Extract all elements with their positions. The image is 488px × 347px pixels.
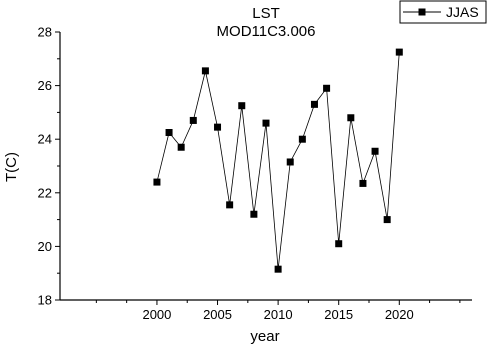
chart-title: LST [252,5,280,22]
data-point [214,123,222,131]
x-tick-label: 2000 [142,307,171,322]
legend-box [399,0,487,24]
y-tick-label: 18 [38,293,52,308]
data-point [226,201,234,209]
data-point [238,102,246,110]
axes [59,32,472,301]
data-point [347,114,355,122]
data-point [383,216,391,224]
y-axis-title: T(C) [3,152,20,182]
y-tick-label: 26 [38,78,52,93]
y-tick-label: 20 [38,239,52,254]
legend-label: JJAS [446,4,479,20]
x-tick-label: 2020 [385,307,414,322]
data-point [395,48,403,56]
x-tick-label: 2015 [324,307,353,322]
chart-subtitle: MOD11C3.006 [217,23,316,40]
data-point [153,178,161,186]
data-point [177,143,185,151]
data-point [310,100,318,108]
x-tick-label: 2005 [203,307,232,322]
legend: JJAS [399,0,487,24]
data-point [262,119,270,127]
data-point [335,240,343,248]
data-point [371,147,379,155]
data-point [298,135,306,143]
data-point [359,179,367,187]
legend-marker [418,8,426,16]
data-point [274,265,282,273]
x-axis-ticks: 2000 2005 2010 2015 2020 [95,300,461,322]
x-axis-title: year [250,328,279,345]
data-point [250,210,258,218]
y-axis-ticks: 18 20 22 24 26 28 [38,25,60,308]
data-point [286,158,294,166]
data-point [189,116,197,124]
y-tick-label: 24 [38,132,52,147]
series-line [156,52,400,270]
data-point [201,67,209,75]
y-tick-label: 28 [38,25,52,40]
x-tick-label: 2010 [264,307,293,322]
series-layer [153,48,403,273]
y-tick-label: 22 [38,185,52,200]
data-point [165,129,173,136]
data-point [323,84,331,92]
